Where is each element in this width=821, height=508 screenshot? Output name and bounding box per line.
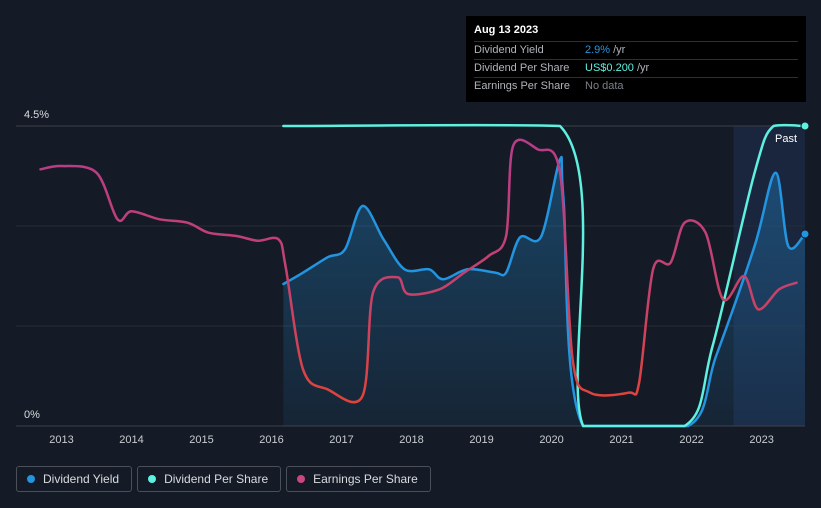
- tooltip-panel: Aug 13 2023 Dividend Yield 2.9% /yr Divi…: [466, 16, 806, 102]
- past-label: Past: [775, 133, 797, 145]
- x-tick-label: 2022: [679, 434, 703, 446]
- x-tick-label: 2016: [259, 434, 283, 446]
- x-tick-label: 2015: [189, 434, 213, 446]
- tooltip-row-dividend-yield: Dividend Yield 2.9% /yr: [474, 41, 798, 59]
- dividend-per-share-end-marker: [800, 121, 810, 131]
- x-tick-label: 2017: [329, 434, 353, 446]
- tooltip-value: No data: [585, 80, 624, 92]
- tooltip-unit: /yr: [613, 44, 626, 56]
- legend-item-dividend-yield[interactable]: Dividend Yield: [16, 466, 133, 492]
- dividend-yield-area: [283, 157, 805, 426]
- legend-label: Dividend Per Share: [164, 472, 269, 486]
- chart-legend: Dividend Yield Dividend Per Share Earnin…: [16, 466, 431, 492]
- legend-dot-icon: [148, 475, 157, 483]
- legend-item-dividend-per-share[interactable]: Dividend Per Share: [137, 466, 282, 492]
- dividend-yield-line: [282, 155, 807, 428]
- dividend-yield-end-marker: [800, 229, 810, 239]
- tooltip-value: US$0.200: [585, 62, 634, 74]
- tooltip-label: Dividend Per Share: [474, 62, 570, 74]
- tooltip-label: Dividend Yield: [474, 44, 544, 56]
- x-tick-label: 2023: [749, 434, 773, 446]
- x-tick-label: 2013: [49, 434, 73, 446]
- legend-dot-icon: [297, 475, 306, 483]
- x-tick-label: 2021: [609, 434, 633, 446]
- tooltip-value: 2.9%: [585, 44, 611, 56]
- tooltip-row-earnings-per-share: Earnings Per Share No data: [474, 77, 798, 95]
- legend-label: Earnings Per Share: [313, 472, 418, 486]
- tooltip-unit: /yr: [636, 62, 650, 74]
- x-tick-label: 2019: [469, 434, 493, 446]
- tooltip-row-dividend-per-share: Dividend Per Share US$0.200 /yr: [474, 59, 798, 77]
- legend-dot-icon: [27, 475, 35, 483]
- earnings-per-share-line: [39, 138, 798, 404]
- x-tick-label: 2014: [119, 434, 143, 446]
- y-axis-top-label: 4.5%: [24, 109, 49, 121]
- legend-label: Dividend Yield: [43, 472, 120, 486]
- dividend-per-share-line: [282, 123, 807, 428]
- x-tick-label: 2018: [399, 434, 423, 446]
- x-tick-label: 2020: [539, 434, 563, 446]
- y-axis-bottom-label: 0%: [24, 409, 40, 421]
- tooltip-date: Aug 13 2023: [474, 24, 539, 36]
- legend-item-earnings-per-share[interactable]: Earnings Per Share: [286, 466, 431, 492]
- tooltip-label: Earnings Per Share: [474, 80, 570, 92]
